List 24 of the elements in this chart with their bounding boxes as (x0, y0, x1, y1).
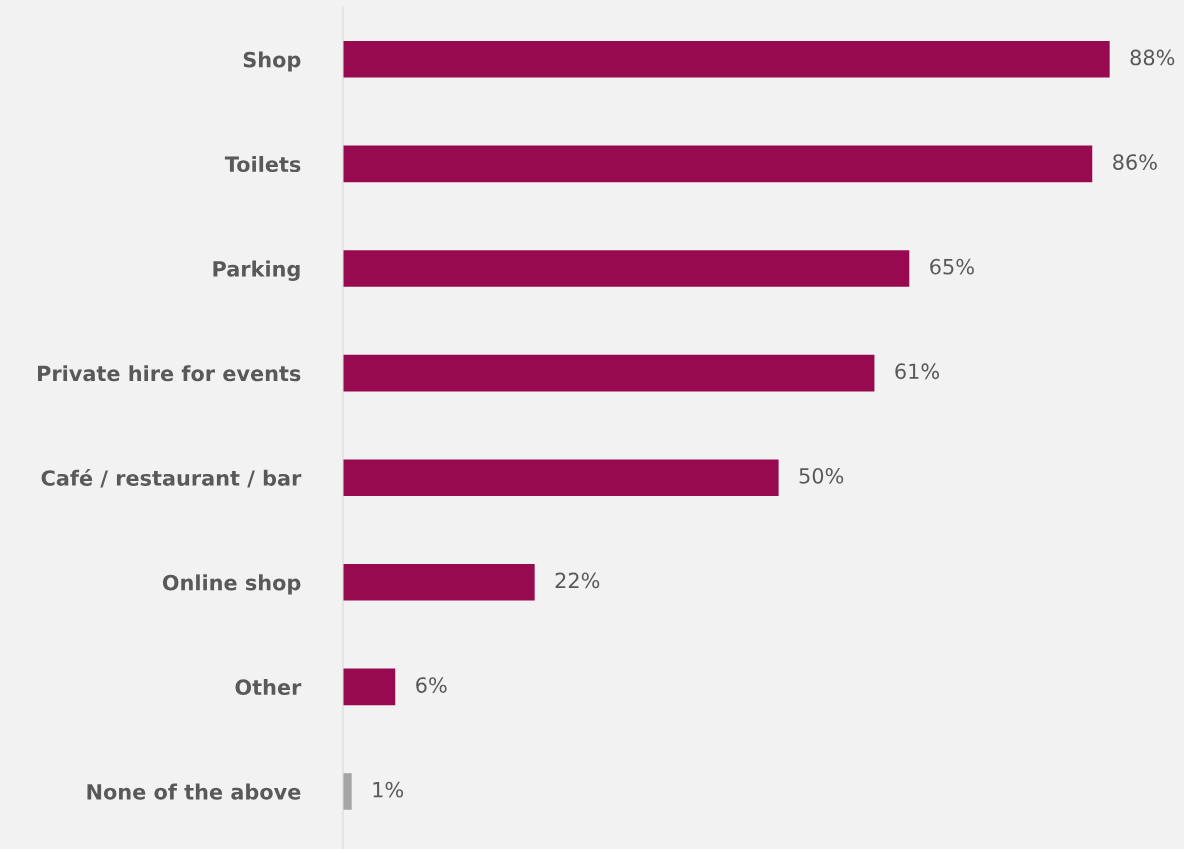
bar (343, 40, 1110, 78)
data-label: 61% (895, 363, 940, 380)
bar (343, 773, 352, 810)
data-label: 50% (799, 467, 844, 484)
bar (343, 250, 910, 287)
y-tick-label: None of the above (87, 783, 301, 800)
data-label: 88% (1130, 49, 1175, 66)
y-tick-label: Online shop (162, 574, 301, 595)
bar (343, 354, 875, 392)
y-tick-label: Toilets (224, 155, 301, 173)
y-tick-label: Parking (213, 260, 300, 281)
bar (343, 668, 396, 706)
bar (343, 145, 1093, 183)
y-tick-label: Private hire for events (38, 365, 301, 382)
data-label: 1% (373, 781, 404, 798)
y-tick-label: Other (235, 678, 302, 696)
data-label: 86% (1113, 154, 1157, 170)
data-label: 6% (416, 677, 447, 693)
bar (343, 459, 779, 496)
data-label: 65% (930, 258, 974, 275)
y-tick-label: Shop (243, 51, 301, 72)
y-tick-label: Café / restaurant / bar (41, 468, 302, 488)
data-label: 22% (555, 572, 600, 589)
bar (343, 563, 535, 601)
